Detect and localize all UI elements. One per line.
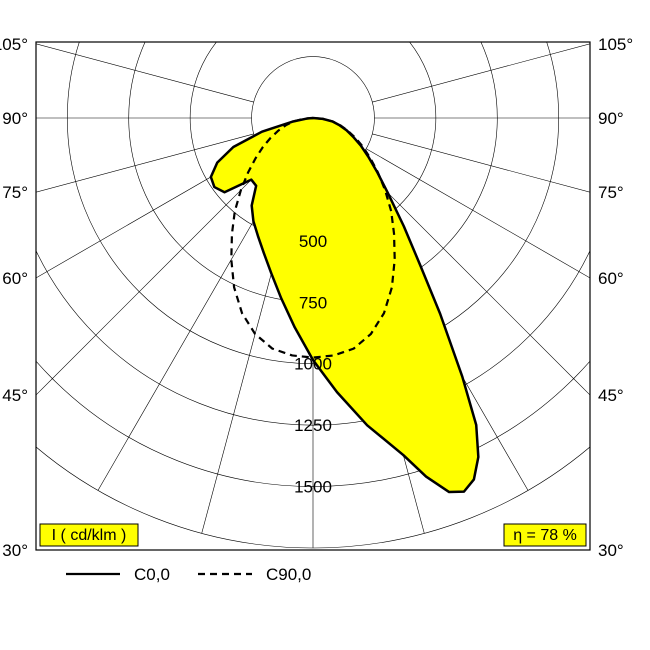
svg-text:C0,0: C0,0: [134, 565, 170, 584]
svg-text:45°: 45°: [598, 386, 624, 405]
svg-text:75°: 75°: [598, 183, 624, 202]
svg-text:105°: 105°: [0, 35, 28, 54]
svg-text:30°: 30°: [598, 541, 624, 560]
polar-chart-svg: 500 750 1000 1250 1500 105° 105° 90° 90° 75° 75° 60…: [0, 0, 650, 650]
polar-chart-container: 500 750 1000 1250 1500 105° 105° 90° 90° 75° 75° 60…: [0, 0, 650, 650]
svg-text:45°: 45°: [2, 386, 28, 405]
svg-text:1000: 1000: [294, 355, 332, 374]
svg-text:90°: 90°: [2, 109, 28, 128]
svg-text:I ( cd/klm ): I ( cd/klm ): [52, 527, 127, 544]
svg-text:60°: 60°: [2, 269, 28, 288]
svg-text:90°: 90°: [598, 109, 624, 128]
svg-text:1250: 1250: [294, 416, 332, 435]
svg-text:750: 750: [299, 293, 327, 312]
svg-text:30°: 30°: [2, 541, 28, 560]
svg-text:500: 500: [299, 232, 327, 251]
svg-text:C90,0: C90,0: [266, 565, 311, 584]
svg-text:105°: 105°: [598, 35, 633, 54]
svg-text:75°: 75°: [2, 183, 28, 202]
svg-text:1500: 1500: [294, 478, 332, 497]
svg-text:60°: 60°: [598, 269, 624, 288]
svg-text:η = 78 %: η = 78 %: [513, 527, 577, 544]
